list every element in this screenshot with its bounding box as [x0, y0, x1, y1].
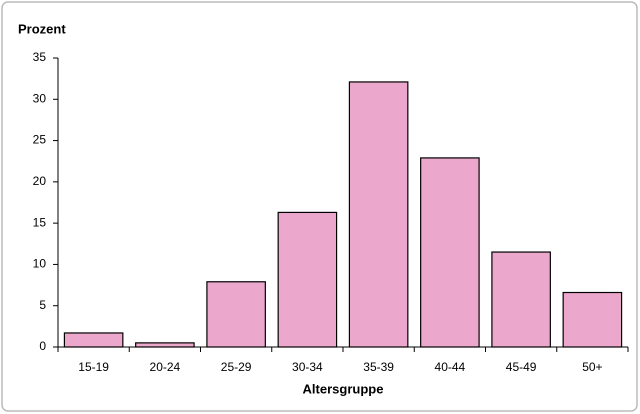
y-tick-label: 25: [33, 133, 47, 147]
y-tick-label: 0: [39, 339, 46, 353]
x-tick-label: 35-39: [363, 360, 394, 374]
bar: [562, 291, 623, 348]
bar: [277, 211, 338, 348]
bar: [491, 251, 551, 348]
bar: [63, 332, 124, 348]
y-tick-label: 30: [33, 91, 47, 105]
y-tick-label: 15: [33, 215, 47, 229]
x-tick-label: 50+: [582, 360, 602, 374]
y-axis-label: Prozent: [18, 21, 66, 36]
y-tick-label: 10: [33, 257, 47, 271]
x-tick-label: 40-44: [435, 360, 466, 374]
bar: [348, 81, 409, 348]
y-tick-label: 35: [33, 50, 47, 64]
y-tick-label: 20: [33, 174, 47, 188]
x-axis-label: Altersgruppe: [303, 381, 384, 396]
y-tick-label: 5: [39, 298, 46, 312]
bar: [135, 342, 195, 348]
bar: [206, 281, 266, 348]
x-tick-label: 20-24: [150, 360, 181, 374]
x-tick-label: 30-34: [292, 360, 323, 374]
bar: [420, 157, 480, 348]
x-tick-label: 25-29: [221, 360, 252, 374]
x-tick-label: 15-19: [78, 360, 109, 374]
x-tick-label: 45-49: [506, 360, 537, 374]
